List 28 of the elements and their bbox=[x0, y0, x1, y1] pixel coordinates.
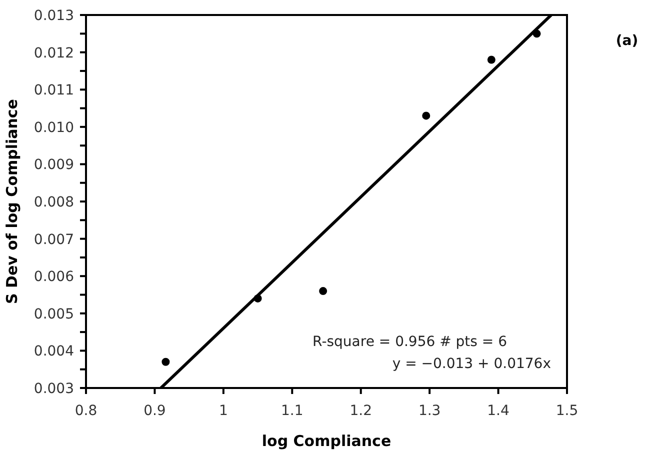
x-axis-title: log Compliance bbox=[262, 432, 392, 450]
x-tick-label: 0.9 bbox=[144, 403, 166, 419]
point bbox=[422, 112, 430, 120]
y-axis-title: S Dev of log Compliance bbox=[3, 99, 21, 304]
x-tick-label: 1.4 bbox=[487, 403, 510, 419]
x-tick-label: 1.1 bbox=[281, 403, 304, 419]
x-tick-label: 1.3 bbox=[418, 403, 441, 419]
x-tick-label: 0.8 bbox=[74, 403, 98, 419]
x-tick-label: 1.2 bbox=[350, 403, 372, 419]
y-tick-label: 0.012 bbox=[34, 45, 74, 62]
y-tick-label: 0.005 bbox=[34, 306, 74, 322]
text: (a) bbox=[616, 32, 638, 49]
y-tick-label: 0.004 bbox=[34, 344, 74, 360]
annotation: y = −0.013 + 0.0176x bbox=[392, 356, 551, 372]
annotation: R-square = 0.956 # pts = 6 bbox=[312, 334, 508, 350]
y-tick-label: 0.013 bbox=[34, 8, 74, 24]
x-tick-label: 1.5 bbox=[556, 403, 578, 419]
y-tick-label: 0.009 bbox=[34, 157, 74, 174]
y-tick-label: 0.011 bbox=[34, 82, 74, 99]
x-tick-label: 1 bbox=[218, 403, 228, 419]
point bbox=[162, 358, 170, 366]
point bbox=[487, 56, 496, 64]
y-tick-label: 0.003 bbox=[34, 381, 74, 397]
y-tick-label: 0.007 bbox=[34, 232, 74, 248]
y-tick-label: 0.010 bbox=[34, 120, 74, 136]
y-tick-label: 0.008 bbox=[34, 194, 74, 210]
y-tick-label: 0.006 bbox=[34, 269, 74, 286]
point bbox=[319, 287, 328, 296]
